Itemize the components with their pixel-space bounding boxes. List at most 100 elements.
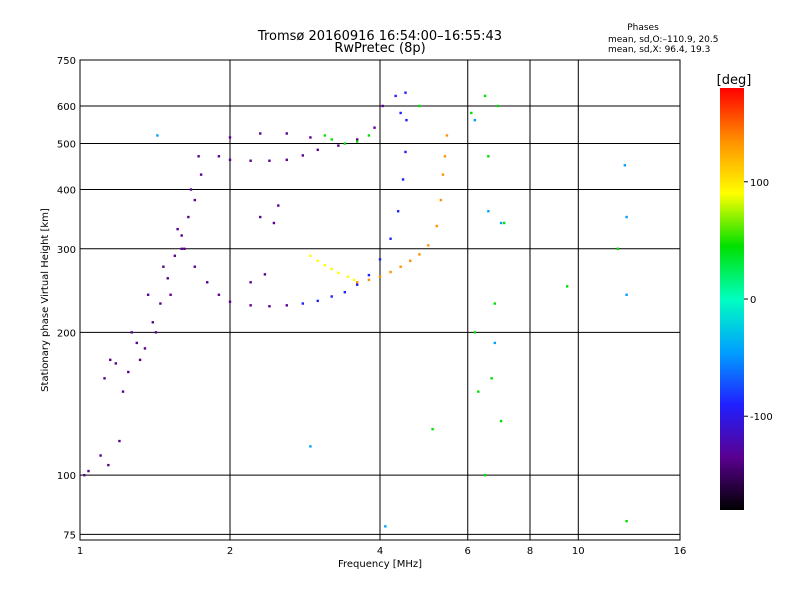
data-point	[135, 341, 138, 345]
data-point	[378, 275, 382, 278]
data-point	[493, 341, 497, 345]
data-point	[309, 445, 312, 448]
data-point	[389, 270, 392, 274]
x-tick-label: 6	[465, 546, 471, 557]
x-tick-label: 16	[674, 546, 687, 557]
data-point	[323, 264, 327, 267]
data-point	[187, 215, 190, 219]
data-point	[441, 173, 445, 176]
data-point	[176, 227, 179, 231]
x-tick-label: 10	[572, 546, 585, 557]
data-point	[301, 302, 305, 305]
plot-frame	[79, 59, 681, 541]
data-point	[435, 224, 438, 228]
colorbar	[720, 88, 744, 510]
data-point	[189, 188, 193, 191]
data-point	[143, 347, 147, 350]
data-point	[405, 118, 408, 122]
x-axis-label: Frequency [MHz]	[338, 559, 422, 570]
data-point	[118, 439, 121, 443]
colorbar-ticks: 100 0 -100	[744, 178, 773, 423]
colorbar-tick-label: 100	[750, 178, 769, 189]
data-point	[367, 273, 371, 277]
data-point	[228, 300, 232, 303]
data-point	[169, 293, 172, 296]
data-point	[394, 94, 397, 98]
data-point	[330, 138, 333, 141]
data-point	[180, 247, 183, 250]
data-point	[381, 104, 384, 108]
y-tick-label: 400	[57, 186, 76, 197]
data-point	[373, 126, 376, 129]
data-point	[378, 258, 382, 261]
y-tick-label: 600	[57, 102, 76, 113]
data-point	[470, 111, 473, 115]
data-point	[217, 293, 221, 296]
data-point	[355, 140, 359, 143]
y-axis-label: Stationary phase Virtual Height [km]	[40, 208, 51, 392]
data-point	[346, 275, 350, 278]
data-point	[483, 94, 487, 98]
data-point	[156, 134, 159, 137]
data-point	[418, 253, 421, 256]
data-point	[316, 299, 319, 303]
colorbar-label: [deg]	[717, 73, 752, 88]
y-tick-label: 500	[57, 140, 76, 151]
data-point	[443, 155, 447, 158]
data-point	[487, 210, 490, 213]
data-point	[355, 283, 359, 286]
data-point	[418, 104, 421, 108]
data-point	[268, 159, 271, 162]
data-point	[146, 293, 150, 296]
y-tick-label: 750	[57, 56, 76, 67]
y-tick-label: 300	[57, 245, 76, 256]
data-point	[130, 331, 133, 334]
data-point	[384, 525, 387, 528]
data-point	[439, 198, 443, 202]
x-tick-label: 8	[527, 546, 533, 557]
stats-line-x: mean, sd,X: 96.4, 19.3	[608, 45, 710, 55]
colorbar-tick-label: -100	[750, 412, 773, 423]
chart-subtitle: RwPretec (8p)	[334, 41, 425, 56]
data-point	[625, 215, 628, 219]
data-point	[285, 132, 288, 135]
data-point	[427, 244, 430, 247]
data-point	[309, 136, 312, 139]
data-point	[352, 278, 356, 282]
data-point	[330, 267, 333, 271]
data-point	[355, 281, 359, 284]
data-point	[483, 473, 487, 477]
x-tick-label: 4	[377, 546, 383, 557]
data-point	[309, 254, 312, 257]
data-point	[183, 247, 186, 250]
data-point	[389, 237, 392, 240]
data-point	[249, 304, 252, 307]
data-point	[343, 142, 347, 145]
data-point	[121, 390, 125, 393]
data-points	[83, 91, 628, 528]
data-point	[496, 104, 500, 108]
data-point	[199, 173, 203, 176]
data-point	[316, 148, 319, 152]
data-point	[323, 134, 327, 137]
data-point	[473, 331, 477, 334]
data-point	[173, 254, 177, 257]
stats-title: Phases	[627, 23, 659, 33]
data-point	[337, 271, 340, 275]
data-point	[228, 158, 232, 162]
data-point	[490, 377, 493, 380]
data-point	[162, 265, 165, 268]
data-point	[625, 519, 628, 523]
data-point	[616, 247, 619, 250]
data-point	[337, 144, 340, 147]
data-point	[399, 265, 402, 268]
data-point	[151, 321, 155, 324]
data-point	[396, 210, 400, 213]
colorbar-tick-label: 0	[750, 295, 756, 306]
data-point	[623, 164, 627, 167]
data-point	[343, 291, 347, 294]
data-point	[217, 155, 221, 158]
data-point	[493, 302, 497, 305]
stats-line-o: mean, sd,O:–110.9, 20.5	[608, 35, 719, 45]
